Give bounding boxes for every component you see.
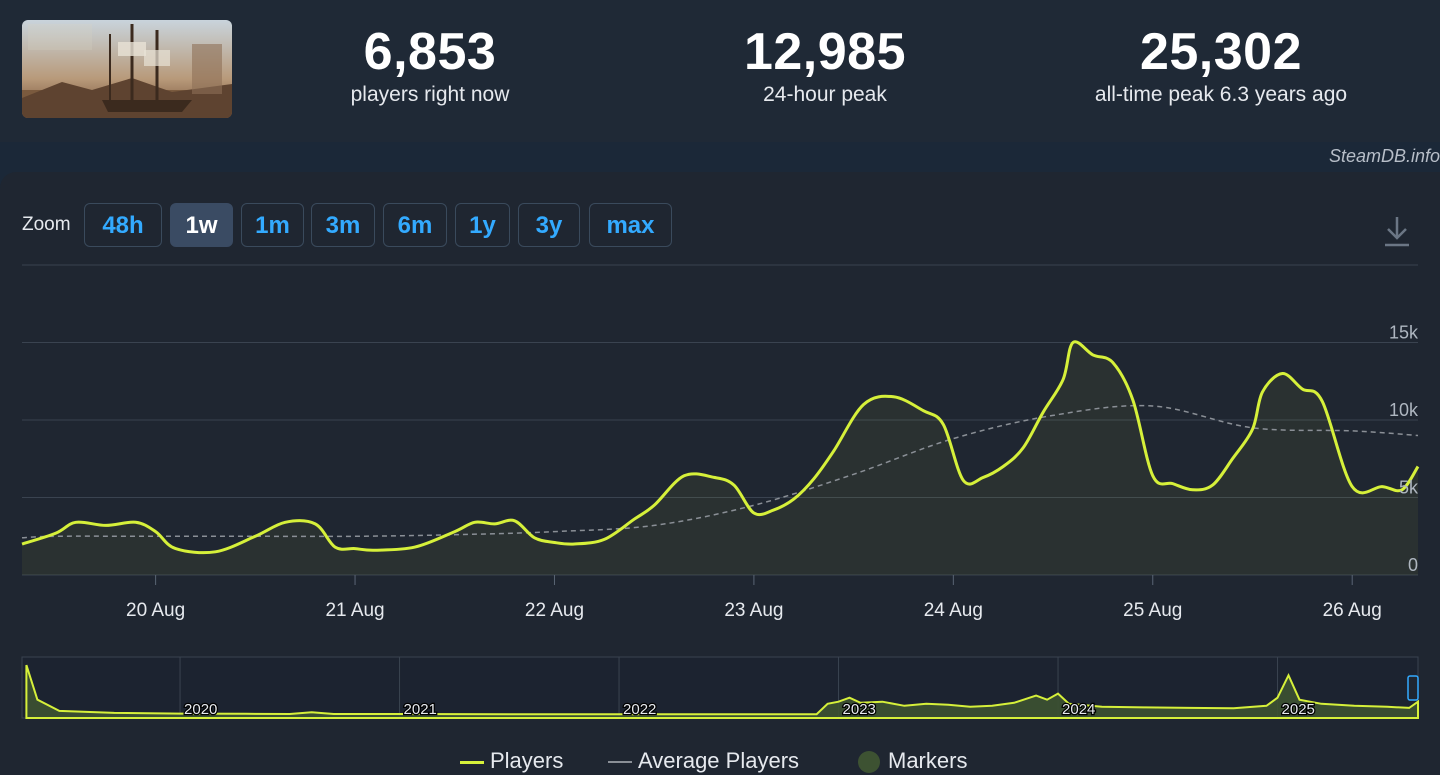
markers-legend-swatch — [858, 751, 880, 774]
game-banner-image — [22, 20, 232, 118]
legend-item-players[interactable]: Players — [460, 748, 563, 774]
navigator-year-labels: 2020 2021 2022 2023 2024 2025 — [183, 700, 1316, 720]
x-tick-label: 20 Aug — [126, 600, 185, 621]
players-line[interactable] — [21, 340, 1420, 555]
y-tick-label: 15k — [1389, 323, 1419, 343]
legend-average-label: Average Players — [638, 748, 800, 773]
zoom-1w-button[interactable]: 1w — [170, 203, 233, 247]
all-time-peak-value: 25,302 — [1139, 23, 1303, 81]
x-axis-ticks: 20 Aug 21 Aug 22 Aug 23 Aug 24 Aug 25 Aug 26 A… — [126, 575, 1382, 621]
stat-players-now: 6,853 players right now — [330, 22, 530, 108]
players-area-fill — [22, 341, 1418, 575]
navigator-year-label: 2022 — [623, 701, 656, 718]
legend-markers-label: Markers — [888, 748, 968, 773]
navigator-area — [25, 664, 1419, 719]
y-tick-label: 0 — [1408, 555, 1418, 575]
navigator-handle[interactable] — [1407, 675, 1419, 701]
x-tick-label: 24 Aug — [924, 600, 983, 621]
y-tick-label: 5k — [1399, 478, 1419, 498]
stats-header: 6,853 players right now 12,985 24-hour p… — [0, 0, 1440, 142]
players-now-label: players right now — [350, 83, 510, 106]
x-tick-label: 21 Aug — [325, 600, 384, 621]
players-legend-swatch — [460, 760, 484, 764]
download-icon[interactable] — [1382, 214, 1412, 248]
zoom-3m-button[interactable]: 3m — [311, 203, 375, 247]
legend-players-label: Players — [490, 748, 564, 773]
navigator-year-label: 2023 — [843, 701, 876, 718]
average-players-line — [21, 404, 1419, 539]
x-tick-label: 23 Aug — [724, 600, 783, 621]
steamdb-credit[interactable]: SteamDB.info — [1328, 146, 1440, 166]
all-time-peak-label: all-time peak 6.3 years ago — [1094, 83, 1348, 106]
players-now-value: 6,853 — [363, 23, 497, 81]
average-legend-swatch — [608, 761, 632, 764]
navigator-year-label: 2021 — [404, 701, 437, 718]
zoom-1m-button[interactable]: 1m — [241, 203, 304, 247]
x-tick-label: 22 Aug — [525, 600, 584, 621]
y-tick-label: 10k — [1389, 400, 1419, 420]
x-tick-label: 26 Aug — [1323, 600, 1382, 621]
game-banner[interactable] — [22, 20, 232, 118]
peak-24h-label: 24-hour peak — [763, 83, 887, 106]
zoom-1y-button[interactable]: 1y — [455, 203, 510, 247]
peak-24h-value: 12,985 — [743, 23, 907, 81]
y-axis-ticks: 0 5k 10k 15k — [1389, 323, 1419, 576]
zoom-6m-button[interactable]: 6m — [383, 203, 447, 247]
stat-all-time-peak: 25,302 all-time peak 6.3 years ago — [1070, 22, 1372, 108]
legend-item-average[interactable]: Average Players — [608, 748, 799, 774]
zoom-48h-button[interactable]: 48h — [84, 203, 162, 247]
main-gridlines — [22, 264, 1418, 576]
zoom-label: Zoom — [22, 214, 71, 235]
x-tick-label: 25 Aug — [1123, 600, 1182, 621]
navigator-year-label: 2025 — [1282, 701, 1315, 718]
zoom-max-button[interactable]: max — [589, 203, 672, 247]
navigator-year-label: 2024 — [1062, 701, 1095, 718]
zoom-3y-button[interactable]: 3y — [518, 203, 580, 247]
stat-24h-peak: 12,985 24-hour peak — [715, 22, 935, 108]
navigator-year-label: 2020 — [184, 701, 217, 718]
navigator[interactable]: 2020 2021 2022 2023 2024 2025 — [21, 656, 1419, 720]
legend-item-markers[interactable]: Markers — [858, 748, 967, 774]
